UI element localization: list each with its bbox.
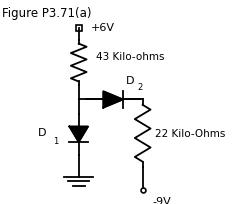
Text: D: D: [38, 128, 47, 137]
Text: +6V: +6V: [91, 23, 115, 32]
Text: 22 Kilo-Ohms: 22 Kilo-Ohms: [155, 129, 225, 139]
Text: -9V: -9V: [153, 196, 171, 204]
Polygon shape: [69, 127, 88, 142]
Polygon shape: [103, 92, 123, 108]
Text: Figure P3.71(a): Figure P3.71(a): [2, 7, 92, 20]
Text: 1: 1: [53, 136, 58, 145]
Text: 2: 2: [138, 83, 143, 92]
Text: 43 Kilo-ohms: 43 Kilo-ohms: [96, 52, 164, 62]
Text: D: D: [125, 76, 134, 86]
